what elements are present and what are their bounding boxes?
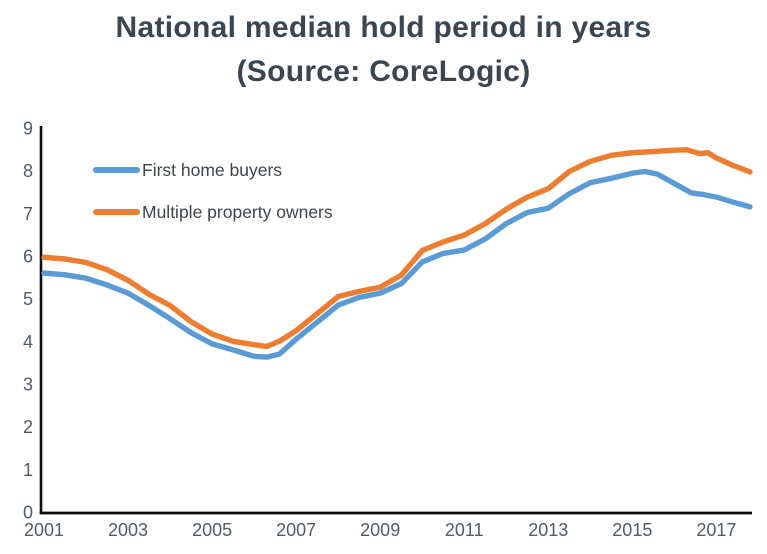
series-line-multiple-property-owners xyxy=(41,147,753,350)
chart-title-line2: (Source: CoreLogic) xyxy=(236,55,531,88)
y-axis-tick-label: 0 xyxy=(23,503,33,523)
chart-title-line1: National median hold period in years xyxy=(115,11,652,44)
x-axis-tick-label: 2005 xyxy=(192,520,232,540)
chart-title: National median hold period in years (So… xyxy=(0,6,767,94)
y-axis-tick-label: 2 xyxy=(23,417,33,437)
x-axis-tick-label: 2003 xyxy=(108,520,148,540)
x-axis-tick-label: 2017 xyxy=(696,520,736,540)
y-axis-tick-label: 7 xyxy=(23,204,33,224)
x-axis-tick-label: 2009 xyxy=(360,520,400,540)
x-axis-tick-label: 2007 xyxy=(276,520,316,540)
legend-line-swatch-orange xyxy=(93,209,140,215)
x-axis-tick-label: 2011 xyxy=(445,520,484,540)
y-axis-tick-label: 3 xyxy=(23,375,33,395)
y-axis-tick-label: 9 xyxy=(23,119,33,139)
x-axis-tick-label: 2015 xyxy=(612,520,652,540)
legend-item-first-home-buyers: First home buyers xyxy=(93,160,282,180)
x-axis-tick-label: 2013 xyxy=(528,520,568,540)
legend-item-multiple-property-owners: Multiple property owners xyxy=(93,202,333,222)
legend-label: Multiple property owners xyxy=(142,201,333,222)
y-axis-tick-label: 4 xyxy=(23,332,33,352)
x-axis-tick-label: 2001 xyxy=(24,520,64,540)
y-axis-tick-label: 1 xyxy=(23,460,33,480)
y-axis-tick-label: 5 xyxy=(23,289,33,309)
legend-label: First home buyers xyxy=(142,159,283,180)
y-axis-tick-label: 6 xyxy=(23,247,33,267)
legend-line-swatch-blue xyxy=(93,167,140,173)
series-line-first-home-buyers xyxy=(41,168,753,360)
y-axis-tick-label: 8 xyxy=(23,161,33,181)
